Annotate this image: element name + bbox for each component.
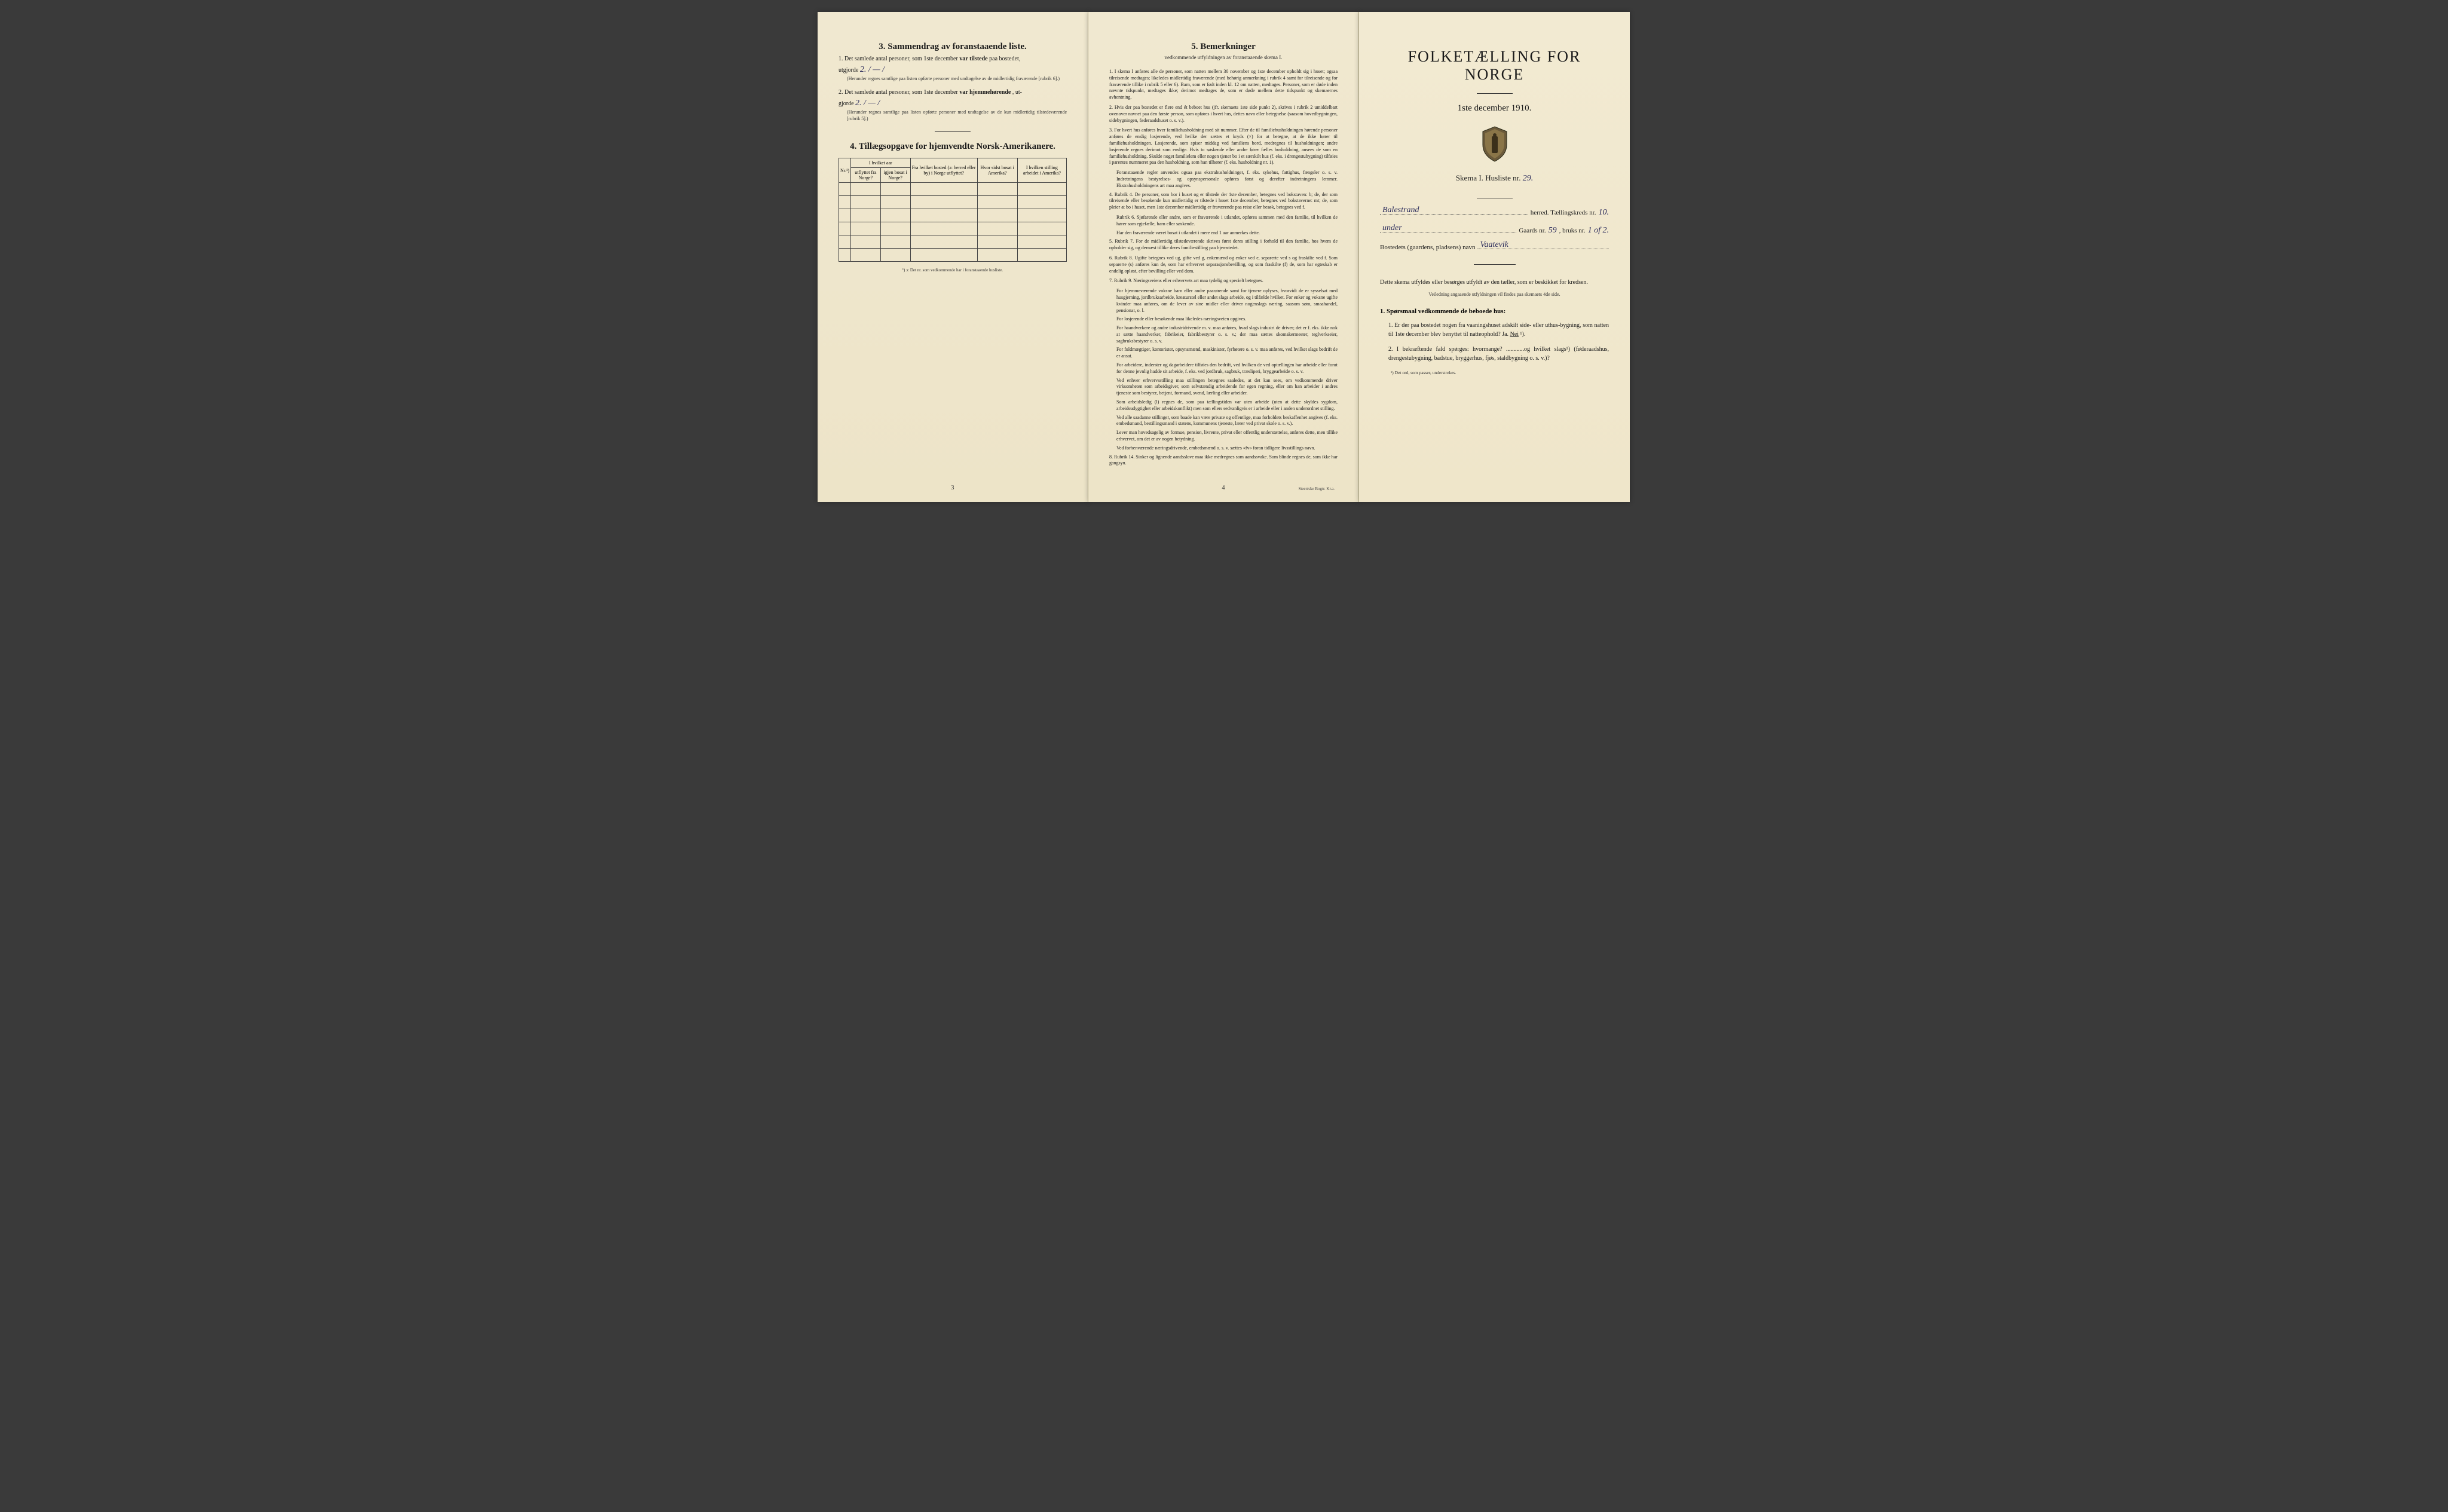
herred-label: herred. Tællingskreds nr. <box>1531 209 1596 216</box>
table-row <box>839 196 1067 209</box>
guidance-note: Veiledning angaaende utfyldningen vil fi… <box>1380 292 1609 297</box>
item2-note: (Herunder regnes samtlige paa listen opf… <box>847 109 1067 122</box>
remark-6: 6. Rubrik 8. Ugifte betegnes ved ug, gif… <box>1109 255 1338 274</box>
remark-7-sub-a: For hjemmeværende voksne barn eller andr… <box>1116 288 1338 314</box>
remark-7-sub-f: Ved enhver erhvervsstilling maa stilling… <box>1116 378 1338 397</box>
item1-note: (Herunder regnes samtlige paa listen opf… <box>847 76 1067 82</box>
item1-bold: var tilstede <box>959 56 987 62</box>
remark-7-sub-d: For fuldmægtiger, kontorister, opsynsmæn… <box>1116 347 1338 360</box>
bosted-name: Vaatevik <box>1480 240 1508 250</box>
question-1: 1. Er der paa bostedet nogen fra vaaning… <box>1388 321 1609 339</box>
remark-4: 4. Rubrik 4. De personer, som bor i huse… <box>1109 192 1338 211</box>
bosted-label: Bostedets (gaardens, pladsens) navn <box>1380 244 1475 251</box>
page3-footnote: ¹) Det ord, som passer, understrekes. <box>1391 370 1609 375</box>
question-2: 2. I bekræftende fald spørges: hvormange… <box>1388 345 1609 363</box>
page-number-4: 4 <box>1222 485 1225 491</box>
printer-credit: Steen'ske Bogtr. Kr.a. <box>1298 486 1335 491</box>
q1-answer-nei: Nei <box>1510 331 1519 338</box>
kreds-nr: 10. <box>1599 208 1609 218</box>
remark-7-sub-b: For losjerende eller besøkende maa likel… <box>1116 316 1338 323</box>
table-row <box>839 222 1067 235</box>
col-group: I hvilket aar <box>851 158 911 168</box>
bosted-line: Bostedets (gaardens, pladsens) navn Vaat… <box>1380 244 1609 251</box>
remark-7-sub-c: For haandverkere og andre industridriven… <box>1116 325 1338 344</box>
table-row <box>839 249 1067 262</box>
q1-suffix: ¹). <box>1520 331 1526 338</box>
remark-7-sub-j: Ved forhenværende næringsdrivende, embed… <box>1116 445 1338 452</box>
col-igjen: igjen bosat i Norge? <box>880 168 910 183</box>
gaards-prefix: under <box>1382 224 1402 233</box>
item2-text-suffix: , ut- <box>1012 89 1022 96</box>
summary-item-1: 1. Det samlede antal personer, som 1ste … <box>839 54 1067 82</box>
main-title: FOLKETÆLLING FOR NORGE <box>1380 48 1609 84</box>
item2-line2: gjorde <box>839 100 854 107</box>
title-divider-3 <box>1474 264 1516 265</box>
item2-bold: var hjemmehørende <box>959 89 1011 96</box>
page-4: 5. Bemerkninger vedkommende utfyldningen… <box>1088 12 1359 502</box>
remark-2: 2. Hvis der paa bostedet er flere end ét… <box>1109 105 1338 124</box>
section-3-title: 3. Sammendrag av foranstaaende liste. <box>839 42 1067 52</box>
herred-line: Balestrand herred. Tællingskreds nr. 10. <box>1380 208 1609 218</box>
herred-name: Balestrand <box>1382 206 1419 215</box>
remark-3: 3. For hvert hus anføres hver familiehus… <box>1109 127 1338 166</box>
remark-7-sub-i: Lever man hovedsagelig av formue, pensio… <box>1116 430 1338 443</box>
census-document: 3. Sammendrag av foranstaaende liste. 1.… <box>818 12 1630 502</box>
table-row <box>839 183 1067 196</box>
remark-7-sub-e: For arbeidere, inderster og dagarbeidere… <box>1116 362 1338 375</box>
gaards-nr: 59 <box>1549 226 1557 235</box>
item1-line2: utgjorde <box>839 67 858 74</box>
remark-5: 5. Rubrik 7. For de midlertidig tilstede… <box>1109 238 1338 252</box>
filler-instruction: Dette skema utfyldes eller besørges utfy… <box>1380 278 1609 287</box>
section-5-subtitle: vedkommende utfyldningen av foranstaaend… <box>1109 54 1338 60</box>
col-hvor: Hvor sidst bosat i Amerika? <box>977 158 1017 183</box>
title-page: FOLKETÆLLING FOR NORGE 1ste december 191… <box>1359 12 1630 502</box>
col-fra: Fra hvilket bosted (ɔ: herred eller by) … <box>910 158 977 183</box>
skema-label: Skema I. Husliste nr. <box>1456 173 1521 182</box>
census-date: 1ste december 1910. <box>1380 103 1609 114</box>
summary-item-2: 2. Det samlede antal personer, som 1ste … <box>839 88 1067 122</box>
page-number-3: 3 <box>951 485 954 491</box>
remark-7-sub-h: Ved alle saadanne stillinger, som baade … <box>1116 415 1338 428</box>
table-row <box>839 235 1067 249</box>
col-stilling: I hvilken stilling arbeidet i Amerika? <box>1017 158 1066 183</box>
item2-handwritten-value: 2. / — / <box>855 99 880 108</box>
item2-text-prefix: 2. Det samlede antal personer, som 1ste … <box>839 89 958 96</box>
remark-3-sub: Foranstaaende regler anvendes ogsaa paa … <box>1116 170 1338 189</box>
q1-text: 1. Er der paa bostedet nogen fra vaaning… <box>1388 322 1609 338</box>
remark-4-sub-b: Har den fraværende været bosat i utlande… <box>1116 230 1338 237</box>
question-heading: 1. Spørsmaal vedkommende de beboede hus: <box>1380 308 1609 315</box>
norsk-amerikanere-table: Nr.¹) I hvilket aar Fra hvilket bosted (… <box>839 158 1067 262</box>
bruks-nr: 1 of 2. <box>1588 226 1609 235</box>
section-divider <box>935 131 971 132</box>
husliste-nr: 29. <box>1523 174 1534 183</box>
skema-line: Skema I. Husliste nr. 29. <box>1380 173 1609 183</box>
gaards-line: under Gaards nr. 59 , bruks nr. 1 of 2. <box>1380 226 1609 235</box>
col-nr: Nr.¹) <box>839 158 851 183</box>
col-utflyttet: utflyttet fra Norge? <box>851 168 881 183</box>
title-divider-1 <box>1477 93 1513 94</box>
table-footnote: ¹) ɔ: Det nr. som vedkommende har i fora… <box>839 268 1067 273</box>
item1-handwritten-value: 2. / — / <box>860 65 885 74</box>
remark-7: 7. Rubrik 9. Næringsveiens eller erhverv… <box>1109 278 1338 284</box>
remark-7-sub-g: Som arbeidsledig (l) regnes de, som paa … <box>1116 399 1338 412</box>
remark-1: 1. I skema I anføres alle de personer, s… <box>1109 69 1338 101</box>
page-3: 3. Sammendrag av foranstaaende liste. 1.… <box>818 12 1088 502</box>
coat-of-arms-icon <box>1480 126 1510 163</box>
remark-4-sub-a: Rubrik 6. Sjøfarende eller andre, som er… <box>1116 215 1338 228</box>
table-row <box>839 209 1067 222</box>
section-4-title: 4. Tillægsopgave for hjemvendte Norsk-Am… <box>839 142 1067 152</box>
item1-text-suffix: paa bostedet, <box>989 56 1020 62</box>
section-5-title: 5. Bemerkninger <box>1109 42 1338 52</box>
gaards-label: Gaards nr. <box>1519 227 1546 234</box>
bruks-label: , bruks nr. <box>1559 227 1586 234</box>
remark-8: 8. Rubrik 14. Sinker og lignende aandssl… <box>1109 454 1338 467</box>
item1-text-prefix: 1. Det samlede antal personer, som 1ste … <box>839 56 958 62</box>
